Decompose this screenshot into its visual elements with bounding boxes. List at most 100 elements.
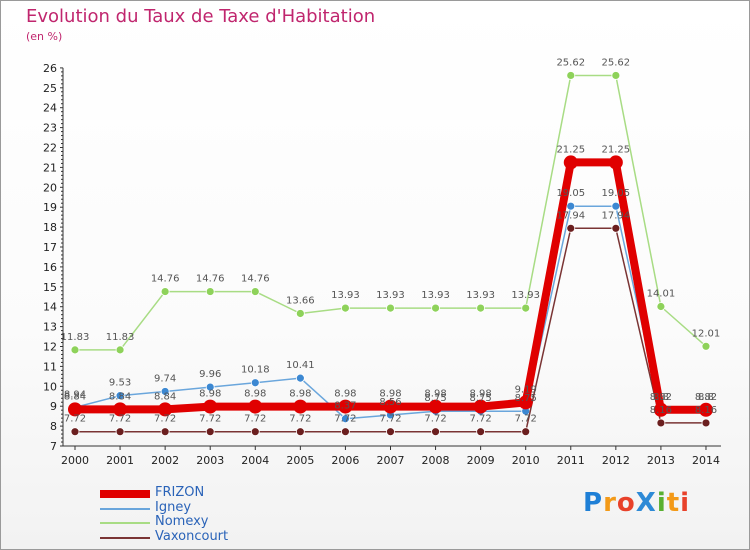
data-point <box>431 303 440 313</box>
series-nomexy <box>70 71 711 355</box>
data-label: 8.84 <box>154 391 176 402</box>
y-tick-label: 14 <box>43 301 57 314</box>
y-tick-label: 25 <box>43 82 57 95</box>
data-label: 8.16 <box>695 405 717 416</box>
y-tick-label: 20 <box>43 181 57 194</box>
data-label: 10.41 <box>286 360 315 371</box>
x-tick-label: 2008 <box>422 454 450 467</box>
data-label: 13.93 <box>331 290 360 301</box>
data-label: 8.75 <box>469 393 491 404</box>
data-label: 17.94 <box>556 210 585 221</box>
data-label: 19.05 <box>602 188 631 199</box>
data-label: 8.84 <box>64 391 86 402</box>
data-label: 8.8 <box>698 392 714 403</box>
data-label: 8.75 <box>424 393 446 404</box>
data-point <box>341 414 350 424</box>
chart-axes: 7 8 9 10 11 12 13 14 15 16 17 18 19 20 21 22 23 24 25 26 200… <box>43 62 721 467</box>
data-point <box>656 302 666 311</box>
data-label: 17.94 <box>602 210 631 221</box>
y-tick-label: 15 <box>43 281 57 294</box>
data-label: 10.18 <box>241 365 270 376</box>
data-point <box>383 399 398 414</box>
x-tick-label: 2001 <box>106 454 134 467</box>
data-point <box>566 201 576 211</box>
data-point <box>611 223 621 233</box>
data-label: 8.8 <box>653 392 669 403</box>
data-label: 8.56 <box>379 397 401 408</box>
data-point <box>428 399 443 414</box>
data-point <box>386 427 395 437</box>
data-point <box>115 345 125 355</box>
data-label: 14.76 <box>241 274 270 285</box>
data-label: 8.75 <box>515 393 537 404</box>
x-tick-label: 2002 <box>151 454 179 467</box>
data-label: 8.98 <box>244 389 266 400</box>
data-label: 7.72 <box>244 414 266 425</box>
data-point <box>160 427 170 437</box>
data-point <box>115 427 125 437</box>
x-tick-label: 2004 <box>241 454 269 467</box>
data-label: 13.66 <box>286 295 315 306</box>
data-label: 8.16 <box>650 405 672 416</box>
data-label: 11.83 <box>106 332 135 343</box>
data-point <box>521 427 531 437</box>
chart-series <box>68 71 713 437</box>
data-point <box>476 303 486 313</box>
data-point <box>158 402 173 417</box>
logo-letter: X <box>635 488 657 518</box>
data-point <box>611 201 621 211</box>
data-label: 7.72 <box>64 414 86 425</box>
logo-letter: i <box>656 488 667 518</box>
data-point <box>295 373 305 383</box>
data-point <box>431 427 440 437</box>
x-tick-label: 2005 <box>286 454 314 467</box>
y-tick-label: 18 <box>43 221 57 234</box>
data-label: 9.19 <box>515 384 537 395</box>
data-point <box>295 427 305 437</box>
y-tick-label: 12 <box>43 341 57 354</box>
data-point <box>250 287 260 296</box>
data-label: 8.98 <box>424 389 446 400</box>
data-point <box>566 71 576 80</box>
data-label: 7.72 <box>289 414 311 425</box>
chart-subtitle: (en %) <box>26 30 63 43</box>
data-point <box>341 427 350 437</box>
data-point <box>205 287 215 296</box>
data-point <box>70 345 80 355</box>
data-point <box>113 402 128 417</box>
data-label: 13.93 <box>466 290 495 301</box>
y-tick-label: 10 <box>43 380 57 393</box>
y-tick-label: 19 <box>43 201 57 214</box>
y-tick-label: 16 <box>43 261 57 274</box>
y-tick-label: 11 <box>43 360 57 373</box>
data-point <box>608 155 623 170</box>
data-label: 8.98 <box>379 389 401 400</box>
y-tick-label: 24 <box>43 102 57 115</box>
x-tick-label: 2012 <box>602 454 630 467</box>
series-vaxoncourt <box>70 223 711 437</box>
legend-swatch <box>100 508 150 510</box>
data-label: 7.72 <box>424 414 446 425</box>
data-point <box>701 418 711 428</box>
y-tick-label: 9 <box>50 400 57 413</box>
legend-swatch <box>100 522 150 524</box>
data-label: 8.82 <box>650 392 672 403</box>
y-tick-label: 7 <box>50 440 57 453</box>
data-point <box>521 303 531 313</box>
data-point <box>115 391 125 401</box>
data-label: 7.72 <box>379 414 401 425</box>
y-tick-label: 13 <box>43 321 57 334</box>
data-label: 7.72 <box>109 414 131 425</box>
data-label: 14.76 <box>151 274 180 285</box>
logo-letter: t <box>666 488 681 518</box>
data-label: 8.98 <box>289 389 311 400</box>
data-label: 7.72 <box>334 414 356 425</box>
data-label: 7.72 <box>469 414 491 425</box>
legend-label: Nomexy <box>155 514 209 529</box>
data-label: 8.37 <box>334 401 356 412</box>
data-point <box>68 402 82 417</box>
data-point <box>386 303 395 313</box>
data-label: 7.72 <box>154 414 176 425</box>
y-tick-label: 22 <box>43 142 57 155</box>
